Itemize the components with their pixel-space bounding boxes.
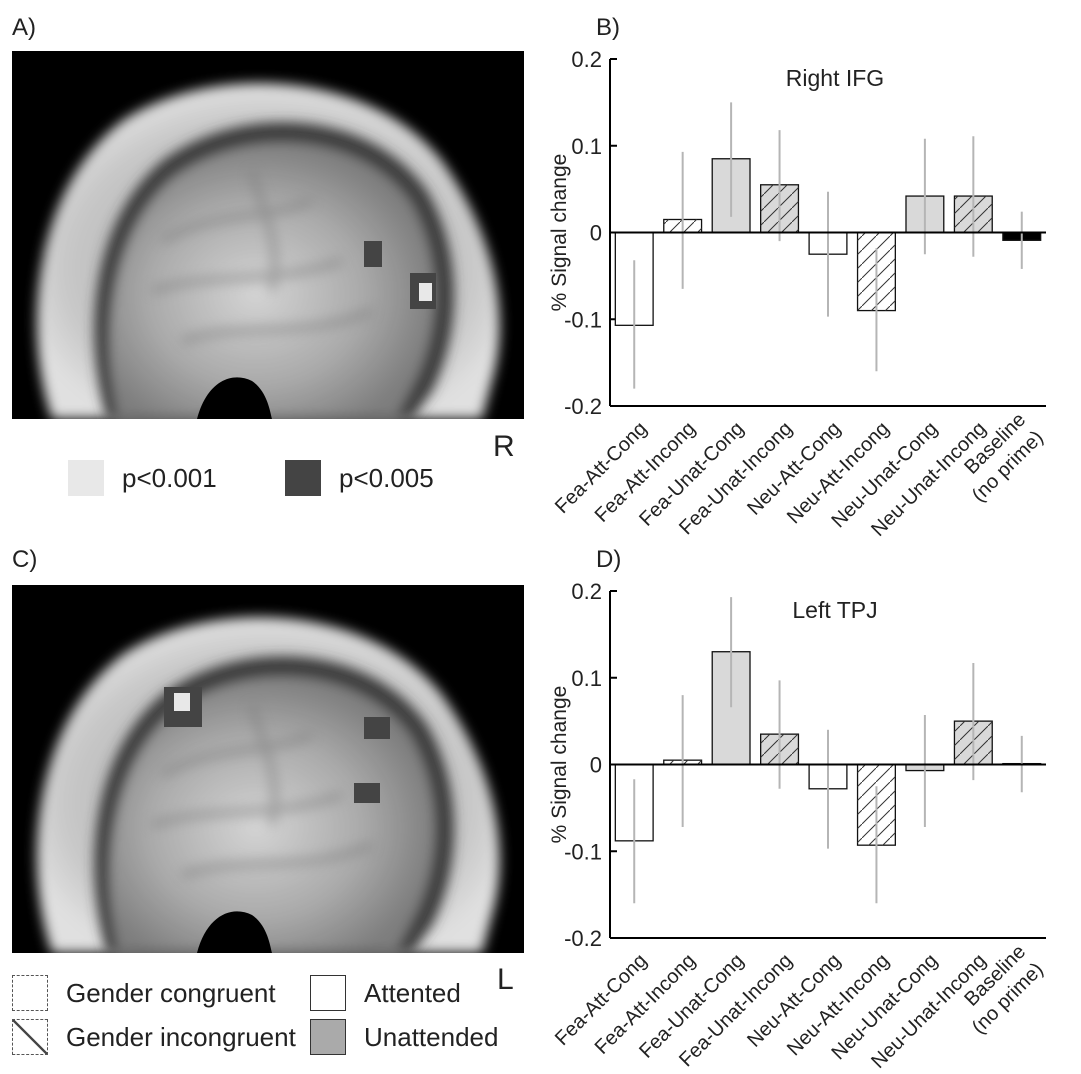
legend-item-p005: p<0.005 <box>285 460 434 496</box>
y-axis-label: % Signal change <box>548 154 571 312</box>
legend-swatch-congruent <box>12 975 48 1011</box>
y-tick-label: -0.1 <box>564 839 602 864</box>
legend-swatch-p005 <box>285 460 321 496</box>
y-tick-label: -0.2 <box>564 394 602 419</box>
legend-swatch-p001 <box>68 460 104 496</box>
chart-title: Right IFG <box>786 65 884 91</box>
y-tick-label: -0.2 <box>564 926 602 951</box>
side-label-right: R <box>493 430 515 463</box>
legend-label-p005: p<0.005 <box>339 462 434 493</box>
legend-swatch-attended <box>310 975 346 1011</box>
legend-label-p001: p<0.001 <box>122 462 217 493</box>
legend-item-unattended: Unattended <box>310 1019 498 1055</box>
legend-label-attended: Attented <box>364 977 461 1008</box>
panel-label-d: D) <box>596 546 622 573</box>
x-tick-label: Baseline(no prime) <box>960 409 1047 507</box>
y-tick-label: 0.1 <box>571 666 602 691</box>
y-tick-label: -0.1 <box>564 307 602 332</box>
legend-item-gender-congruent: Gender congruent <box>12 975 276 1011</box>
side-label-left: L <box>497 963 514 996</box>
y-tick-label: 0 <box>590 221 602 246</box>
legend-swatch-incongruent <box>12 1019 48 1055</box>
brain-image-sagittal-right <box>12 51 524 419</box>
y-axis-label: % Signal change <box>548 686 571 844</box>
legend-swatch-unattended <box>310 1019 346 1055</box>
brain-image-sagittal-left <box>12 585 524 953</box>
y-tick-label: 0.2 <box>571 579 602 604</box>
legend-label-unattended: Unattended <box>364 1021 499 1052</box>
panel-label-a: A) <box>12 14 36 41</box>
legend-item-attended: Attented <box>310 975 461 1011</box>
y-tick-label: 0 <box>590 753 602 778</box>
chart-title: Left TPJ <box>792 597 877 623</box>
x-tick-label: Baseline(no prime) <box>960 941 1047 1039</box>
legend-label-incongruent: Gender incongruent <box>66 1021 296 1052</box>
legend-item-p001: p<0.001 <box>68 460 217 496</box>
y-tick-label: 0.1 <box>571 134 602 159</box>
panel-label-c: C) <box>12 546 38 573</box>
y-tick-label: 0.2 <box>571 47 602 72</box>
panel-label-b: B) <box>596 14 620 41</box>
legend-item-gender-incongruent: Gender incongruent <box>12 1019 296 1055</box>
legend-label-congruent: Gender congruent <box>66 977 276 1008</box>
